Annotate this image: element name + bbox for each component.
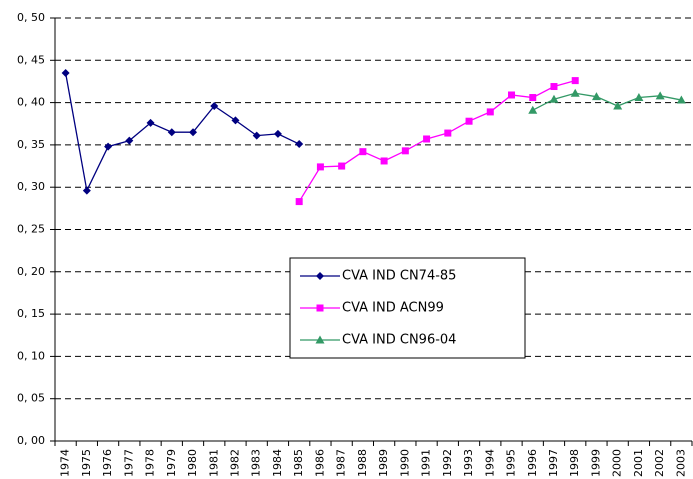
marker [231,116,240,125]
legend-label: CVA IND CN74-85 [342,269,456,284]
marker [189,128,198,137]
x-tick-label: 1984 [271,449,284,477]
x-tick-label: 2001 [632,449,645,477]
marker [104,142,113,151]
marker [252,131,261,140]
y-tick-label: 0, 45 [17,53,45,66]
marker [295,140,304,149]
marker [550,83,558,91]
x-tick-label: 1989 [377,449,390,477]
y-tick-label: 0, 35 [17,138,45,151]
y-tick-label: 0, 30 [17,180,45,193]
x-tick-label: 1992 [441,449,454,477]
x-tick-label: 1990 [398,449,411,477]
x-tick-label: 1996 [526,449,539,477]
x-tick-label: 1995 [505,449,518,477]
x-tick-label: 1999 [589,449,602,477]
marker [316,272,324,280]
x-tick-label: 2000 [611,449,624,477]
x-tick-label: 1987 [335,449,348,477]
marker [295,198,303,206]
marker [315,335,325,344]
series-line [532,92,682,111]
marker [125,136,134,145]
marker [591,92,601,101]
x-tick-label: 1977 [122,449,135,477]
y-tick-label: 0, 15 [17,307,45,320]
marker [61,68,70,77]
x-tick-label: 1980 [186,449,199,477]
marker [613,101,623,110]
y-tick-label: 0, 25 [17,223,45,236]
marker [529,94,537,102]
marker [338,162,346,170]
marker [676,95,686,104]
marker [508,91,516,99]
marker [549,94,559,103]
x-tick-label: 1986 [313,449,326,477]
marker [316,163,324,171]
marker [167,128,176,137]
x-tick-label: 2002 [653,449,666,477]
x-tick-label: 1976 [101,449,114,477]
series-line [298,79,576,202]
marker [380,157,388,165]
x-tick-label: 1983 [250,449,263,477]
y-tick-label: 0, 40 [17,96,45,109]
marker [210,101,219,110]
marker [444,129,452,137]
x-tick-label: 1985 [292,449,305,477]
y-tick-label: 0, 05 [17,392,45,405]
marker [359,148,367,156]
x-tick-label: 1981 [207,449,220,477]
x-tick-label: 1993 [462,449,475,477]
marker [634,93,644,102]
marker [528,105,538,114]
x-tick-label: 1982 [228,449,241,477]
x-tick-label: 1979 [165,449,178,477]
x-tick-label: 1998 [568,449,581,477]
marker [273,129,282,138]
x-tick-label: 1991 [420,449,433,477]
marker [82,186,91,195]
x-tick-label: 1994 [483,449,496,477]
y-tick-label: 0, 20 [17,265,45,278]
marker [570,88,580,97]
x-tick-label: 2003 [674,449,687,477]
y-tick-label: 0, 10 [17,349,45,362]
x-tick-label: 1974 [59,449,72,477]
marker [316,304,324,312]
marker [423,135,431,143]
x-tick-label: 1988 [356,449,369,477]
legend: CVA IND CN74-85 CVA IND ACN99 CVA IND CN96… [289,257,526,359]
x-tick-label: 1975 [80,449,93,477]
marker [655,91,665,100]
marker [571,77,579,85]
marker [465,117,473,125]
marker [486,108,494,116]
x-tick-label: 1978 [144,449,157,477]
marker [146,118,155,127]
y-tick-label: 0, 00 [17,434,45,447]
x-tick-label: 1997 [547,449,560,477]
legend-label: CVA IND CN96-04 [342,333,456,348]
marker [401,147,409,155]
y-tick-label: 0, 50 [17,11,45,24]
legend-label: CVA IND ACN99 [342,301,444,316]
